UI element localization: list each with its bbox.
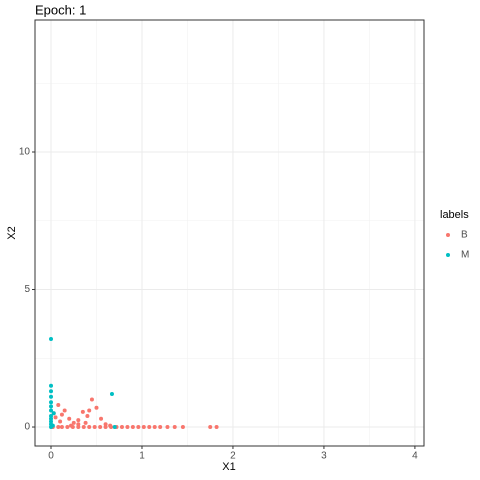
point	[49, 419, 54, 424]
point	[69, 423, 74, 428]
point	[136, 425, 141, 430]
point	[87, 425, 92, 430]
point	[49, 400, 54, 405]
legend-label: M	[461, 250, 469, 261]
legend-label: B	[461, 230, 468, 241]
y-tick-label: 5	[24, 284, 30, 295]
point	[94, 405, 99, 410]
point	[49, 408, 54, 413]
legend-title: labels	[440, 209, 469, 221]
point	[180, 425, 185, 430]
point	[103, 422, 108, 427]
x-tick-label: 4	[412, 451, 418, 462]
x-tick-label: 2	[230, 451, 236, 462]
point	[130, 425, 135, 430]
y-tick-label: 0	[24, 422, 30, 433]
point	[49, 389, 54, 394]
x-tick-label: 0	[48, 451, 54, 462]
point	[214, 425, 219, 430]
point	[208, 425, 213, 430]
point	[108, 423, 113, 428]
point	[65, 425, 70, 430]
point	[71, 420, 76, 425]
point	[89, 397, 94, 402]
point	[56, 425, 61, 430]
point	[62, 408, 67, 413]
x-tick-label: 3	[321, 451, 327, 462]
point	[67, 416, 72, 421]
point	[59, 412, 64, 417]
y-axis-label: X2	[6, 226, 18, 239]
x-tick-label: 1	[139, 451, 145, 462]
point	[58, 419, 63, 424]
point	[85, 414, 90, 419]
chart-title: Epoch: 1	[35, 2, 86, 17]
point	[165, 425, 170, 430]
point	[59, 425, 64, 430]
point	[49, 416, 54, 421]
point	[56, 403, 61, 408]
point	[92, 425, 97, 430]
point	[98, 425, 103, 430]
point	[109, 392, 114, 397]
legend-key	[446, 253, 450, 257]
point	[119, 425, 124, 430]
point	[81, 425, 86, 430]
point	[49, 383, 54, 388]
point	[147, 425, 152, 430]
point	[49, 337, 54, 342]
point	[152, 425, 157, 430]
point	[103, 425, 108, 430]
point	[125, 425, 130, 430]
point	[141, 425, 146, 430]
point	[83, 420, 88, 425]
point	[49, 404, 54, 409]
point	[99, 416, 104, 421]
point	[53, 415, 58, 420]
point	[49, 394, 54, 399]
point	[76, 418, 81, 423]
point	[80, 409, 85, 414]
y-tick-label: 10	[19, 147, 31, 158]
point	[87, 408, 92, 413]
point	[172, 425, 177, 430]
point	[49, 414, 54, 419]
x-axis-label: X1	[222, 461, 235, 473]
point	[112, 425, 117, 430]
panel-border	[34, 19, 425, 447]
point	[50, 423, 55, 428]
legend-key	[446, 233, 450, 237]
point	[158, 425, 163, 430]
point	[51, 411, 56, 416]
point	[76, 422, 81, 427]
point	[76, 425, 81, 430]
